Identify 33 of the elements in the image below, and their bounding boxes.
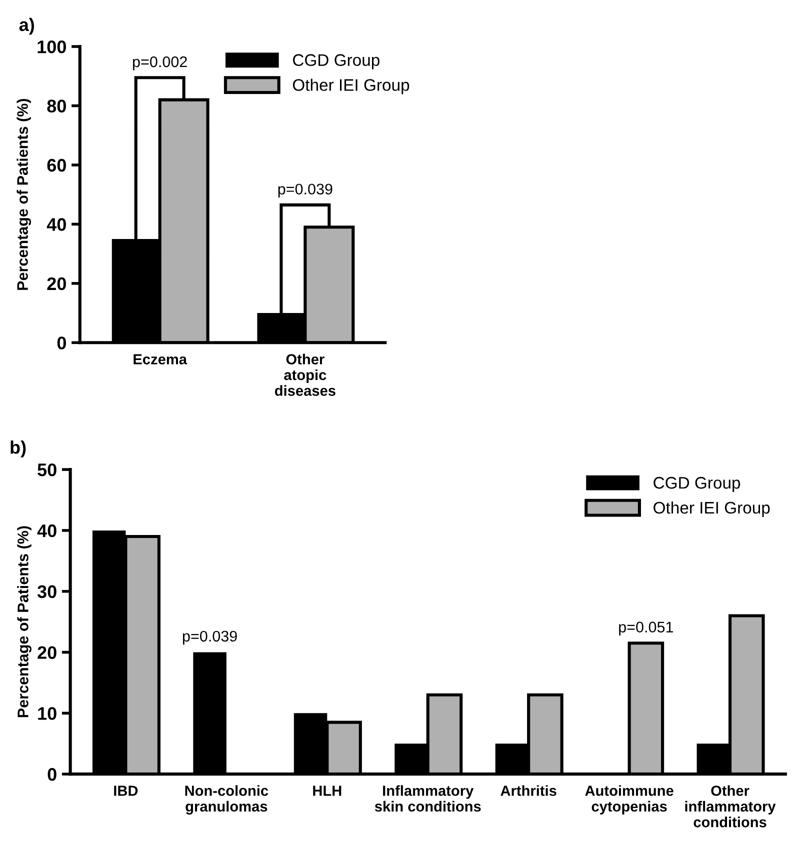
x-tick-label: IBD [114,786,138,796]
y-tick-label: 40 [37,524,56,538]
x-tick-label: Autoimmune cytopenias [585,785,674,815]
y-tick-label: 0 [48,768,56,781]
y-tick-label: 20 [47,277,66,290]
y-tick-label: 100 [38,40,66,54]
x-tick-label: Other atopic diseases [274,354,336,396]
y-axis-title: Percentage of Patients (%) [16,98,32,290]
chart-title: b) [10,440,26,458]
y-axis-title: Percentage of Patients (%) [17,526,32,718]
y-tick-label: 10 [38,707,56,720]
x-tick-label: Arthritis [500,785,556,796]
x-tick-label: Inflammatory skin conditions [374,785,481,812]
legend-label: CGD Group [654,476,740,492]
y-tick-label: 40 [46,218,66,231]
annotation: p=0.039 [182,630,237,645]
y-tick-label: 60 [47,158,66,172]
legend-label: Other IEI Group [292,78,410,94]
annotation: p=0.002 [133,56,187,70]
y-tick-label: 20 [38,646,56,659]
x-tick-label: Eczema [134,354,188,364]
y-tick-label: 30 [37,585,56,598]
annotation: p=0.039 [278,184,332,198]
legend-label: Other IEI Group [654,501,770,517]
chart-title: a) [19,18,34,35]
x-tick-label: HLH [313,786,342,796]
x-tick-label: Other inflammatory conditions [685,785,776,828]
y-tick-label: 50 [38,463,56,476]
x-tick-label: Non-colonic granulomas [185,785,268,815]
y-tick-label: 80 [47,100,66,112]
y-tick-label: 0 [57,336,66,350]
annotation: p=0.051 [619,622,673,636]
legend-label: CGD Group [293,54,380,70]
